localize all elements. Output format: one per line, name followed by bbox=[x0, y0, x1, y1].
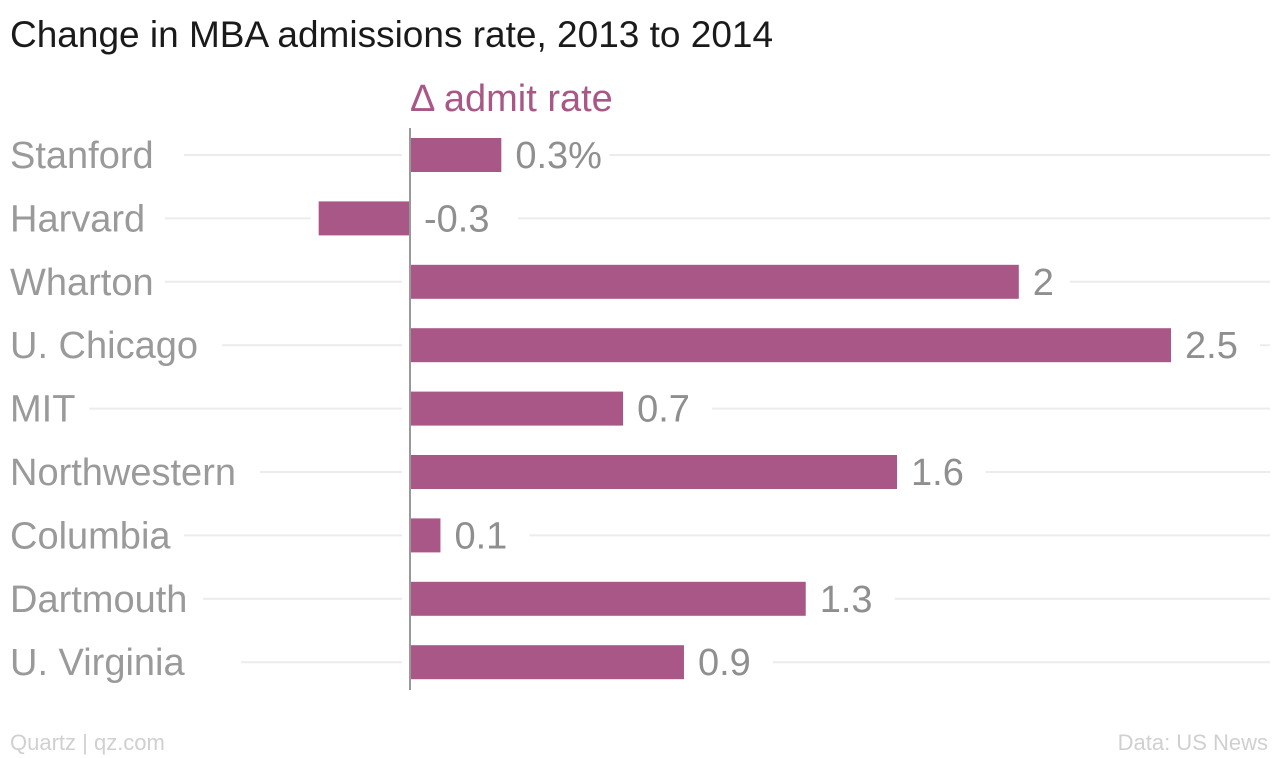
value-label: 0.3% bbox=[515, 135, 602, 177]
category-label: Harvard bbox=[10, 198, 145, 240]
value-label: 0.1 bbox=[454, 515, 507, 557]
bar bbox=[410, 455, 898, 489]
value-label: 0.7 bbox=[637, 389, 690, 431]
category-label: U. Chicago bbox=[10, 325, 198, 367]
bar bbox=[410, 518, 441, 553]
bar bbox=[410, 138, 502, 172]
value-label: 0.9 bbox=[698, 642, 751, 684]
category-labels: Stanford Harvard Wharton U. Chicago MIT North… bbox=[10, 135, 236, 684]
bar bbox=[410, 645, 684, 680]
gridlines bbox=[89, 154, 1270, 664]
value-label: 1.6 bbox=[911, 452, 964, 494]
chart-title: Change in MBA admissions rate, 2013 to 2… bbox=[10, 14, 774, 55]
category-label: MIT bbox=[10, 389, 75, 431]
series-label: Δ admit rate bbox=[410, 78, 613, 120]
bar bbox=[410, 328, 1171, 363]
bar bbox=[410, 391, 624, 426]
category-label: Northwestern bbox=[10, 452, 236, 494]
bar bbox=[318, 201, 410, 236]
category-label: Wharton bbox=[10, 262, 154, 304]
category-label: Stanford bbox=[10, 135, 154, 177]
value-label: -0.3 bbox=[424, 198, 489, 240]
category-label: U. Virginia bbox=[10, 642, 185, 684]
value-labels: 0.3% -0.3 2 2.5 0.7 1.6 0.1 1.3 0.9 bbox=[424, 135, 1238, 684]
value-label: 1.3 bbox=[820, 579, 873, 621]
footer-source: Data: US News bbox=[1117, 730, 1268, 755]
value-label: 2 bbox=[1033, 262, 1054, 304]
footer-credit: Quartz | qz.com bbox=[10, 730, 165, 755]
bar bbox=[410, 581, 806, 616]
bars bbox=[318, 138, 1171, 680]
category-label: Columbia bbox=[10, 515, 171, 557]
category-label: Dartmouth bbox=[10, 579, 187, 621]
bar bbox=[410, 264, 1019, 299]
value-label: 2.5 bbox=[1185, 325, 1238, 367]
